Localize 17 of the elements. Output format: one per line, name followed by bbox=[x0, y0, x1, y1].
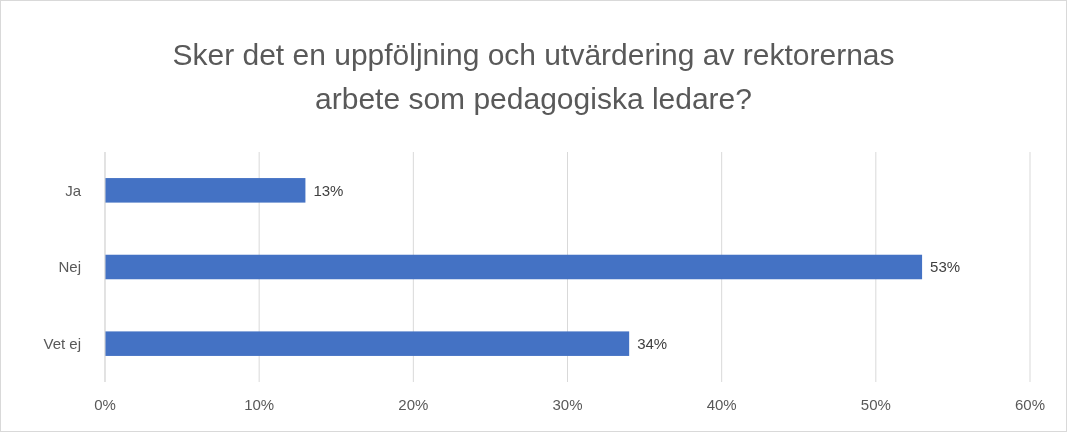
y-tick-label: Vet ej bbox=[43, 334, 81, 352]
y-tick-label: Ja bbox=[65, 181, 82, 199]
data-label: 34% bbox=[637, 334, 668, 352]
x-tick-label: 50% bbox=[860, 396, 891, 413]
x-tick-label: 10% bbox=[244, 396, 275, 413]
x-tick-label: 30% bbox=[552, 396, 583, 413]
data-label: 13% bbox=[313, 181, 344, 199]
data-label: 53% bbox=[930, 258, 961, 276]
chart-title: Sker det en uppföljning och utvärdering av rektorernas arbete som pedagogiska ledare? bbox=[172, 38, 895, 115]
x-tick-label: 60% bbox=[1014, 396, 1046, 413]
bar bbox=[105, 178, 306, 203]
bar bbox=[105, 254, 923, 280]
y-tick-label: Nej bbox=[58, 258, 81, 276]
x-tick-label: 0% bbox=[94, 396, 116, 413]
x-tick-label: 40% bbox=[706, 396, 737, 413]
bar bbox=[105, 331, 630, 356]
x-tick-label: 20% bbox=[398, 396, 429, 413]
